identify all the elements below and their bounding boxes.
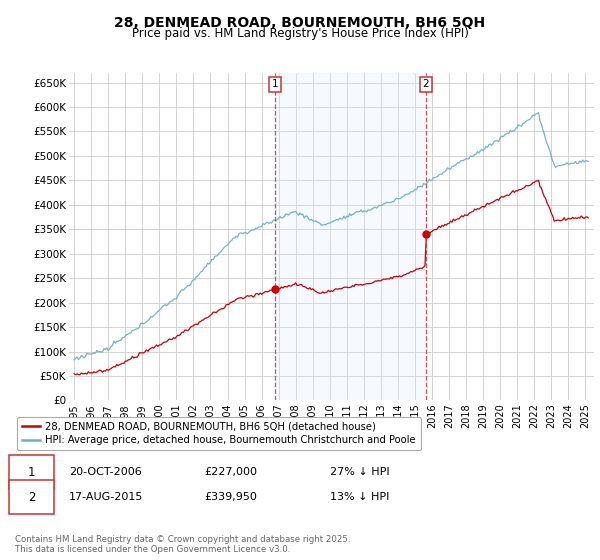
Bar — [275, 73, 425, 400]
Text: 1: 1 — [272, 80, 278, 89]
Text: 1: 1 — [28, 465, 35, 479]
Text: 20-OCT-2006: 20-OCT-2006 — [69, 467, 142, 477]
Text: 27% ↓ HPI: 27% ↓ HPI — [330, 467, 389, 477]
Text: 13% ↓ HPI: 13% ↓ HPI — [330, 492, 389, 502]
Text: Price paid vs. HM Land Registry's House Price Index (HPI): Price paid vs. HM Land Registry's House … — [131, 27, 469, 40]
Legend: 28, DENMEAD ROAD, BOURNEMOUTH, BH6 5QH (detached house), HPI: Average price, det: 28, DENMEAD ROAD, BOURNEMOUTH, BH6 5QH (… — [17, 417, 421, 450]
Text: 28, DENMEAD ROAD, BOURNEMOUTH, BH6 5QH: 28, DENMEAD ROAD, BOURNEMOUTH, BH6 5QH — [115, 16, 485, 30]
Text: 17-AUG-2015: 17-AUG-2015 — [69, 492, 143, 502]
Text: 2: 2 — [422, 80, 429, 89]
Text: £227,000: £227,000 — [204, 467, 257, 477]
Text: £339,950: £339,950 — [204, 492, 257, 502]
Text: Contains HM Land Registry data © Crown copyright and database right 2025.
This d: Contains HM Land Registry data © Crown c… — [15, 535, 350, 554]
Text: 2: 2 — [28, 491, 35, 504]
